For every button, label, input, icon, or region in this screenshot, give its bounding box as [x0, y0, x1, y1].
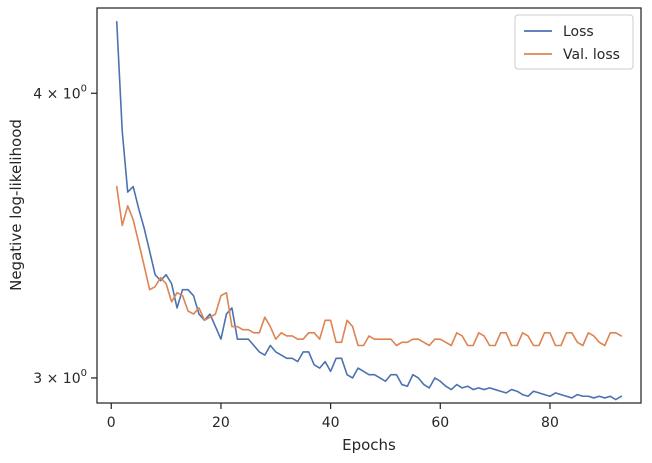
x-axis: 0 20 40 60 80: [107, 403, 559, 431]
x-tick-label: 80: [541, 415, 559, 431]
legend-box: [514, 14, 634, 70]
x-axis-label: Epochs: [342, 436, 396, 454]
x-tick-label: 0: [107, 415, 116, 431]
y-axis: 4 × 100 3 × 100: [33, 83, 97, 387]
x-tick-label: 20: [212, 415, 230, 431]
x-tick-label: 40: [322, 415, 340, 431]
series-line-loss: [115, 20, 623, 401]
y-tick-label: 4 × 100: [33, 83, 87, 102]
legend-label: Loss: [563, 24, 594, 40]
y-tick-label: 3 × 100: [33, 368, 87, 387]
x-tick-label: 60: [431, 415, 449, 431]
legend: Loss Val. loss: [514, 14, 634, 70]
series-line-val-loss: [115, 185, 623, 347]
plot-area: [115, 20, 623, 401]
y-axis-label: Negative log-likelihood: [7, 119, 25, 291]
axes-frame: [96, 7, 642, 404]
legend-label: Val. loss: [563, 47, 620, 63]
